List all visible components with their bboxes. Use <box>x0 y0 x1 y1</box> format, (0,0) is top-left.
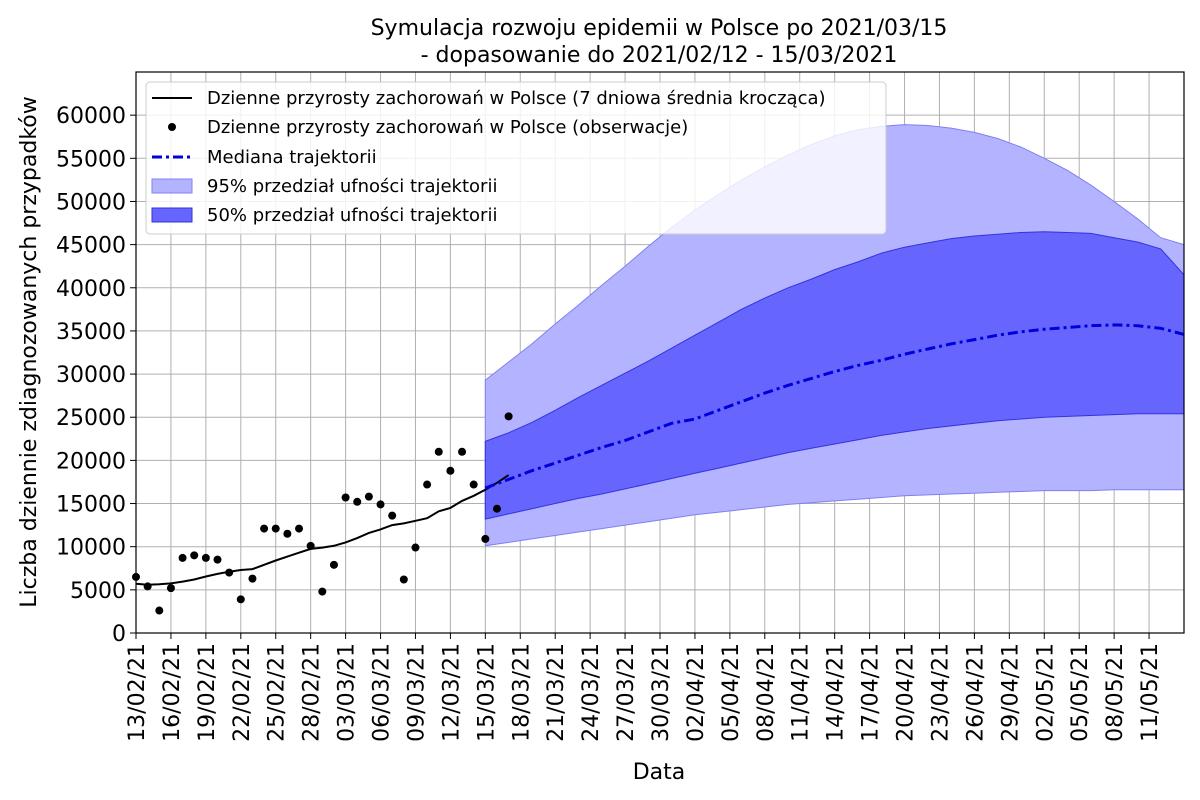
x-tick-label: 19/02/21 <box>195 643 220 742</box>
observation-point <box>155 607 163 615</box>
legend-median-label: Mediana trajektorii <box>207 147 377 168</box>
x-tick-label: 24/03/21 <box>579 643 604 742</box>
observation-point <box>458 448 466 456</box>
x-tick-label: 02/05/21 <box>1033 643 1058 742</box>
y-tick-label: 10000 <box>56 536 126 561</box>
y-tick-label: 30000 <box>56 363 126 388</box>
x-tick-label: 18/03/21 <box>509 643 534 742</box>
chart-title-line2: - dopasowanie do 2021/02/12 - 15/03/2021 <box>421 43 898 68</box>
y-tick-label: 55000 <box>56 147 126 172</box>
y-tick-label: 60000 <box>56 104 126 129</box>
observation-point <box>260 525 268 533</box>
x-tick-label: 17/04/21 <box>859 643 884 742</box>
observation-point <box>470 481 478 489</box>
x-tick-label: 25/02/21 <box>265 643 290 742</box>
observation-point <box>446 467 454 475</box>
x-tick-label: 29/04/21 <box>998 643 1023 742</box>
x-tick-label: 16/02/21 <box>160 643 185 742</box>
x-tick-label: 03/03/21 <box>335 643 360 742</box>
observation-point <box>248 575 256 583</box>
observation-point <box>272 525 280 533</box>
observation-point <box>167 584 175 592</box>
observation-point <box>365 493 373 501</box>
x-tick-label: 20/04/21 <box>894 643 919 742</box>
x-tick-label: 15/03/21 <box>474 643 499 742</box>
x-tick-label: 11/05/21 <box>1138 643 1163 742</box>
legend-avg-label: Dzienne przyrosty zachorowań w Polsce (7… <box>207 88 826 109</box>
y-axis-label: Liczba dziennie zdiagnozowanych przypadk… <box>17 96 42 608</box>
x-tick-label: 12/03/21 <box>439 643 464 742</box>
x-tick-label: 05/05/21 <box>1068 643 1093 742</box>
x-tick-label: 14/04/21 <box>824 643 849 742</box>
y-tick-label: 50000 <box>56 190 126 215</box>
legend-ci95-swatch <box>152 179 192 193</box>
x-tick-label: 22/02/21 <box>230 643 255 742</box>
observation-point <box>237 595 245 603</box>
x-tick-label: 13/02/21 <box>125 643 150 742</box>
x-tick-label: 08/04/21 <box>754 643 779 742</box>
observation-point <box>295 525 303 533</box>
legend-obs-marker <box>168 123 176 131</box>
observation-point <box>423 481 431 489</box>
observation-point <box>307 542 315 550</box>
observation-point <box>214 556 222 564</box>
observation-point <box>435 448 443 456</box>
observation-point <box>202 554 210 562</box>
y-tick-label: 35000 <box>56 320 126 345</box>
x-tick-label: 08/05/21 <box>1103 643 1128 742</box>
observation-point <box>377 500 385 508</box>
x-tick-label: 09/03/21 <box>404 643 429 742</box>
observation-point <box>411 544 419 552</box>
x-tick-label: 27/03/21 <box>614 643 639 742</box>
observation-point <box>388 512 396 520</box>
observation-point <box>505 412 513 420</box>
observation-point <box>318 588 326 596</box>
observation-point <box>342 493 350 501</box>
legend: Dzienne przyrosty zachorowań w Polsce (7… <box>146 82 886 234</box>
y-tick-label: 25000 <box>56 406 126 431</box>
x-tick-label: 26/04/21 <box>963 643 988 742</box>
observation-point <box>481 535 489 543</box>
chart-title-line1: Symulacja rozwoju epidemii w Polsce po 2… <box>371 16 948 41</box>
observation-point <box>225 569 233 577</box>
x-tick-label: 06/03/21 <box>370 643 395 742</box>
legend-ci50-label: 50% przedział ufności trajektorii <box>207 205 497 226</box>
observation-point <box>144 582 152 590</box>
y-tick-label: 40000 <box>56 277 126 302</box>
y-tick-label: 0 <box>112 622 126 647</box>
legend-ci95-label: 95% przedział ufności trajektorii <box>207 176 497 197</box>
y-tick-label: 20000 <box>56 449 126 474</box>
x-tick-label: 05/04/21 <box>719 643 744 742</box>
y-tick-label: 15000 <box>56 493 126 518</box>
observation-point <box>400 575 408 583</box>
observation-point <box>283 530 291 538</box>
x-tick-label: 23/04/21 <box>928 643 953 742</box>
observation-point <box>353 498 361 506</box>
y-tick-label: 45000 <box>56 234 126 259</box>
observation-point <box>190 551 198 559</box>
x-tick-label: 11/04/21 <box>789 643 814 742</box>
observation-point <box>330 561 338 569</box>
x-tick-label: 21/03/21 <box>544 643 569 742</box>
legend-ci50-swatch <box>152 208 192 222</box>
observation-point <box>179 554 187 562</box>
x-tick-label: 02/04/21 <box>684 643 709 742</box>
legend-obs-label: Dzienne przyrosty zachorowań w Polsce (o… <box>207 117 688 138</box>
x-axis-label: Data <box>633 760 686 785</box>
x-tick-label: 30/03/21 <box>649 643 674 742</box>
observation-point <box>493 505 501 513</box>
y-tick-label: 5000 <box>70 579 126 604</box>
x-tick-label: 28/02/21 <box>300 643 325 742</box>
